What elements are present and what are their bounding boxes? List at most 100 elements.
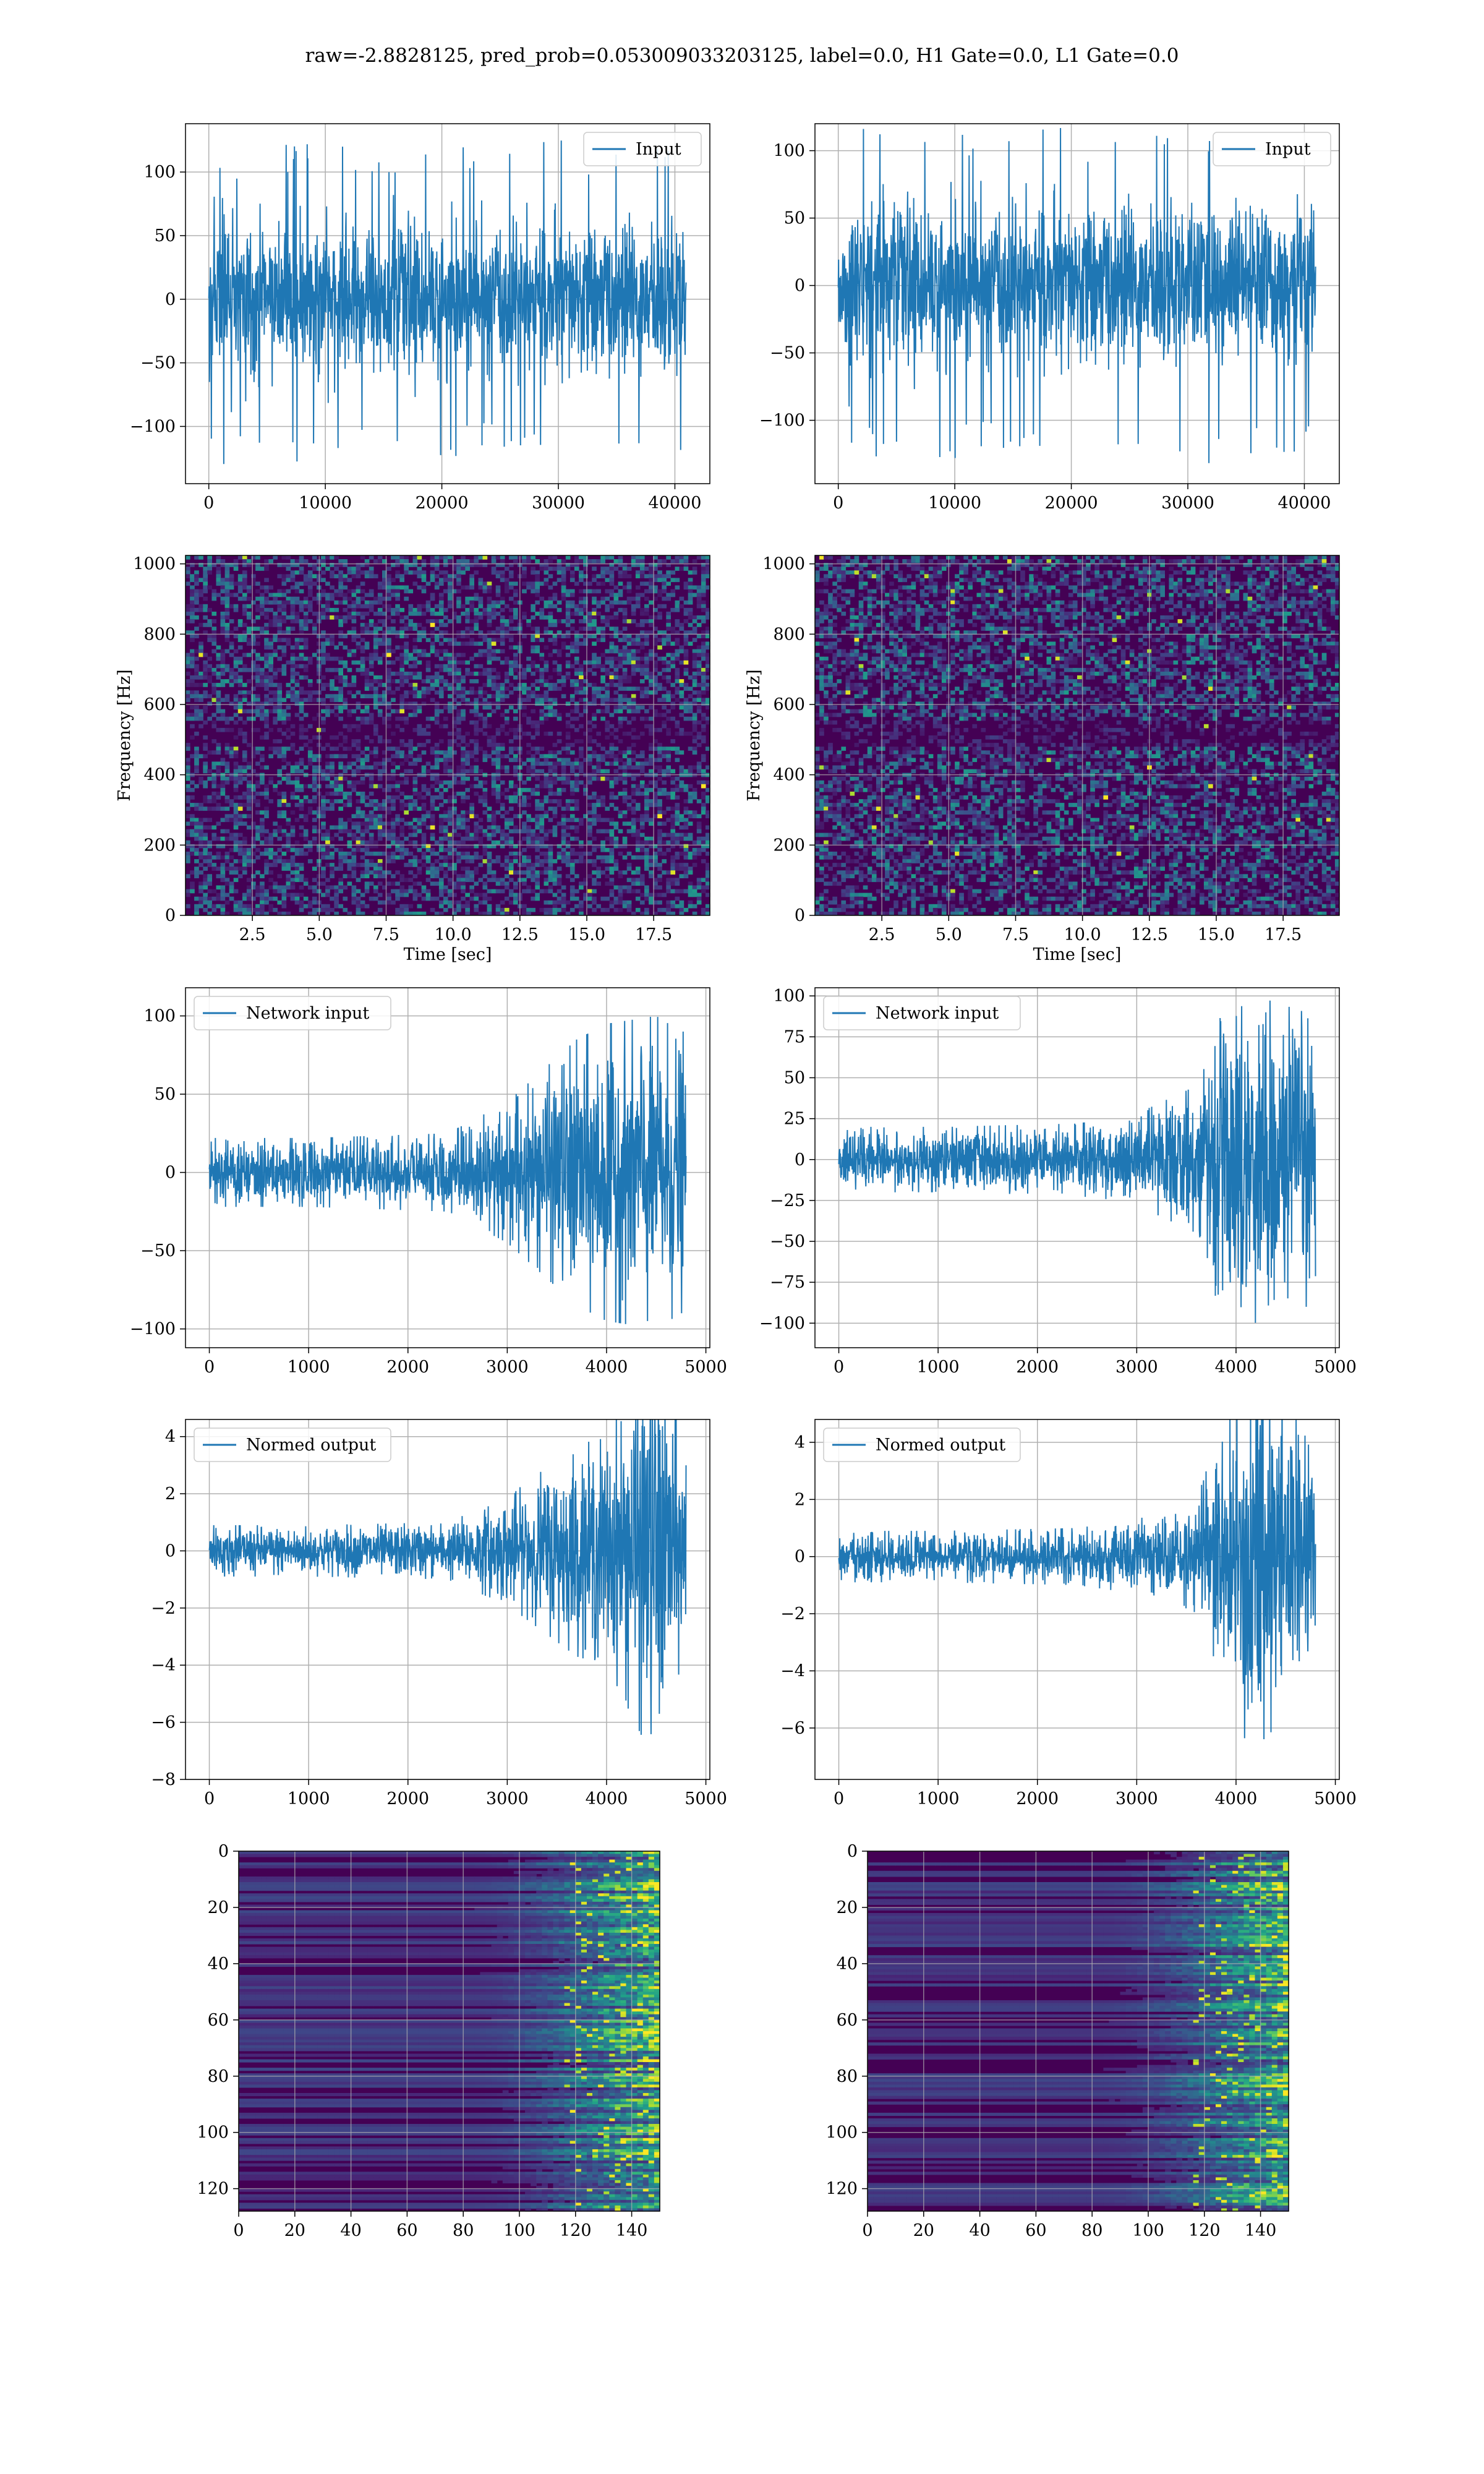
heatmap-cell <box>255 683 260 687</box>
heatmap-cell <box>513 826 518 830</box>
heatmap-cell <box>251 852 256 856</box>
heatmap-cell <box>570 709 575 714</box>
heatmap-cell <box>194 589 199 594</box>
heatmap-cell <box>404 754 409 758</box>
heatmap-cell <box>211 641 216 646</box>
heatmap-cell <box>561 570 566 575</box>
heatmap-cell <box>386 859 391 863</box>
heatmap-cell <box>636 837 641 841</box>
heatmap-cell <box>435 581 440 586</box>
heatmap-cell <box>221 619 226 623</box>
heatmap-cell <box>531 829 535 834</box>
heatmap-cell <box>600 581 605 586</box>
heatmap-cell <box>631 810 636 815</box>
heatmap-cell <box>338 634 343 638</box>
heatmap-cell <box>644 848 649 852</box>
heatmap-cell <box>190 612 195 616</box>
heatmap-cell <box>221 627 226 631</box>
heatmap-cell <box>413 841 418 845</box>
heatmap-cell <box>439 687 444 691</box>
heatmap-cell <box>618 601 623 605</box>
heatmap-cell <box>308 739 313 743</box>
heatmap-cell <box>242 814 247 818</box>
heatmap-cell <box>505 810 510 815</box>
heatmap-cell <box>487 683 492 687</box>
heatmap-cell <box>308 807 313 811</box>
heatmap-cell <box>343 586 348 590</box>
heatmap-cell <box>566 833 571 837</box>
heatmap-cell <box>618 649 623 654</box>
heatmap-cell <box>574 717 579 721</box>
heatmap-cell <box>190 653 195 657</box>
heatmap-cell <box>592 567 597 571</box>
heatmap-cell <box>618 810 623 815</box>
heatmap-cell <box>618 608 623 612</box>
heatmap-cell <box>553 581 558 586</box>
heatmap-cell <box>662 788 667 792</box>
heatmap-cell <box>487 608 492 612</box>
heatmap-cell <box>492 641 497 646</box>
heatmap-cell <box>268 641 273 646</box>
heatmap-cell <box>234 604 239 609</box>
heatmap-cell <box>522 781 527 785</box>
heatmap-cell <box>238 675 243 680</box>
heatmap-cell <box>321 821 326 826</box>
heatmap-cell <box>631 672 636 676</box>
heatmap-cell <box>378 627 383 631</box>
heatmap-cell <box>492 559 497 563</box>
heatmap-cell <box>417 653 422 657</box>
heatmap-cell <box>295 803 300 807</box>
heatmap-cell <box>680 826 684 830</box>
heatmap-cell <box>610 743 615 747</box>
heatmap-cell <box>373 750 378 755</box>
heatmap-cell <box>610 818 615 822</box>
heatmap-cell <box>531 604 535 609</box>
heatmap-cell <box>295 683 300 687</box>
heatmap-cell <box>479 769 484 774</box>
heatmap-cell <box>644 709 649 714</box>
heatmap-cell <box>531 694 535 698</box>
heatmap-cell <box>688 833 693 837</box>
heatmap-cell <box>255 675 260 680</box>
heatmap-cell <box>483 555 488 560</box>
heatmap-cell <box>194 675 199 680</box>
heatmap-cell <box>273 597 278 601</box>
heatmap-cell <box>688 810 693 815</box>
heatmap-cell <box>369 555 374 560</box>
heatmap-cell <box>500 619 505 623</box>
heatmap-cell <box>435 859 440 863</box>
heatmap-cell <box>469 687 474 691</box>
heatmap-cell <box>216 570 221 575</box>
heatmap-cell <box>426 661 431 665</box>
heatmap-cell <box>408 657 413 661</box>
heatmap-cell <box>295 664 300 669</box>
heatmap-cell <box>299 747 304 751</box>
heatmap-cell <box>535 612 540 616</box>
heatmap-cell <box>600 769 605 774</box>
heatmap-cell <box>304 646 309 650</box>
heatmap-cell <box>548 754 553 758</box>
heatmap-cell <box>422 574 427 578</box>
heatmap-cell <box>544 664 549 669</box>
heatmap-cell <box>701 698 706 702</box>
heatmap-cell <box>496 728 501 732</box>
heatmap-cell <box>348 604 352 609</box>
heatmap-cell <box>474 721 479 725</box>
heatmap-cell <box>356 739 361 743</box>
heatmap-cell <box>627 761 632 766</box>
heatmap-cell <box>408 706 413 710</box>
heatmap-cell <box>500 724 505 729</box>
heatmap-cell <box>321 578 326 582</box>
heatmap-cell <box>330 593 335 597</box>
heatmap-cell <box>587 661 592 665</box>
heatmap-cell <box>566 555 571 560</box>
heatmap-cell <box>701 837 706 841</box>
heatmap-cell <box>513 661 518 665</box>
heatmap-cell <box>474 766 479 770</box>
heatmap-cell <box>579 672 584 676</box>
heatmap-cell <box>234 754 239 758</box>
heatmap-cell <box>526 690 531 695</box>
heatmap-cell <box>391 709 396 714</box>
heatmap-cell <box>356 574 361 578</box>
heatmap-cell <box>255 634 260 638</box>
